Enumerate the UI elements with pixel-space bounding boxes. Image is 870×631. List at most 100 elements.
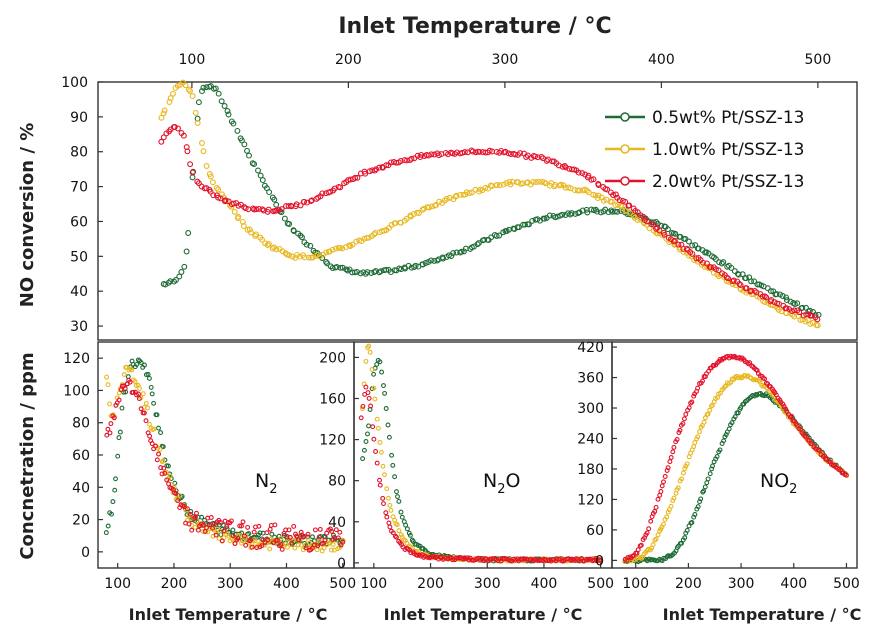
no-conversion-point (814, 322, 821, 329)
no-conversion-point (616, 197, 623, 204)
n2-point (129, 367, 135, 373)
n2-point (156, 425, 161, 431)
no-conversion-point (453, 192, 460, 199)
n2-point (192, 515, 198, 520)
no-conversion-point (533, 179, 540, 186)
n2-point (285, 544, 290, 550)
no-conversion-point (301, 198, 308, 205)
no-conversion-y-tick-label: 40 (70, 284, 88, 300)
n2-point (286, 527, 292, 533)
no2-point (653, 504, 659, 510)
n2o-point (377, 359, 383, 365)
no-conversion-point (670, 238, 677, 245)
n2-point (156, 451, 161, 457)
no-conversion-point (408, 155, 415, 162)
n2o-point (598, 558, 604, 564)
n2-point (145, 405, 150, 411)
n2-point (105, 426, 111, 432)
no-conversion-point (428, 257, 434, 264)
n2o-panel-label: N2O (483, 470, 520, 497)
no2-point (789, 413, 795, 419)
no2-point (671, 495, 677, 501)
n2-point (317, 526, 323, 532)
n2-point (146, 375, 152, 381)
no-conversion-point (418, 151, 425, 158)
no-conversion-point (512, 151, 519, 158)
no-conversion-point (195, 99, 202, 106)
no2-point (701, 488, 707, 494)
no2-point (638, 542, 644, 548)
n2o-point (404, 526, 410, 532)
no-conversion-x-tick-label: 300 (492, 52, 519, 68)
no-conversion-point (305, 254, 312, 261)
no-conversion-point (345, 177, 352, 184)
no-conversion-point (612, 191, 619, 198)
no-conversion-point (494, 181, 500, 188)
no-conversion-point (791, 307, 798, 314)
n2-point (141, 410, 147, 416)
no-conversion-point (187, 161, 194, 168)
no2-point (689, 520, 695, 525)
no-conversion-point (562, 164, 569, 171)
n2-point (221, 528, 227, 534)
no2-point (709, 466, 715, 472)
n2-point (147, 421, 152, 427)
n2o-point (398, 532, 404, 538)
no-conversion-y-tick-label: 80 (70, 145, 88, 161)
no-conversion-point (529, 217, 536, 224)
n2o-point (384, 486, 390, 492)
legend-marker (620, 176, 630, 186)
n2-y-tick-label: 100 (63, 383, 90, 399)
n2-point (164, 477, 170, 483)
no-conversion-point (265, 240, 272, 247)
n2-point (289, 540, 295, 546)
no2-point (652, 509, 658, 514)
no-conversion-point (675, 241, 682, 248)
no-conversion-point (167, 278, 174, 285)
no-conversion-point (482, 184, 489, 191)
n2-point (340, 539, 346, 545)
n2-point (207, 522, 213, 528)
n2o-point (380, 463, 386, 469)
legend-marker (620, 144, 630, 154)
n2o-point (395, 494, 400, 500)
n2-point (230, 527, 236, 533)
no-conversion-point (230, 200, 237, 207)
n2-point (105, 382, 111, 388)
no2-point (679, 476, 685, 482)
legend: 0.5wt% Pt/SSZ-13 1.0wt% Pt/SSZ-13 2.0wt% P… (605, 108, 805, 192)
no2-point (704, 480, 710, 486)
no2-point (692, 512, 698, 517)
no2-point (707, 407, 713, 413)
n2o-point (381, 501, 386, 507)
no-conversion-point (248, 229, 254, 236)
concentration-axis-title: Concnetration / ppm (17, 352, 38, 559)
no-conversion-point (397, 158, 404, 164)
no-conversion-point (238, 137, 245, 144)
no2-point (668, 503, 674, 509)
no-conversion-point (475, 240, 482, 247)
n2-point (175, 498, 181, 504)
n2-point (235, 535, 241, 541)
no-conversion-point (250, 205, 257, 212)
no-conversion-panel: Inlet Temperature / °C NO conversion / %… (17, 14, 858, 341)
no-conversion-point (207, 173, 214, 180)
no-conversion-point (203, 163, 210, 169)
no-conversion-point (452, 193, 459, 200)
no-conversion-point (242, 205, 249, 212)
no-conversion-point (459, 149, 466, 156)
no2-x-tick-label: 100 (622, 576, 649, 592)
n2o-point (393, 534, 399, 540)
n2o-point (363, 439, 369, 444)
no-conversion-y-tick-label: 30 (70, 319, 88, 335)
n2-point (111, 415, 117, 421)
no-conversion-point (354, 174, 361, 181)
n2-point (340, 537, 346, 543)
no-conversion-point (689, 250, 696, 257)
no-conversion-point (422, 260, 429, 266)
n2o-point (369, 366, 375, 372)
no-conversion-point (672, 230, 679, 237)
legend-marker (620, 112, 630, 122)
no-conversion-point (165, 279, 172, 286)
